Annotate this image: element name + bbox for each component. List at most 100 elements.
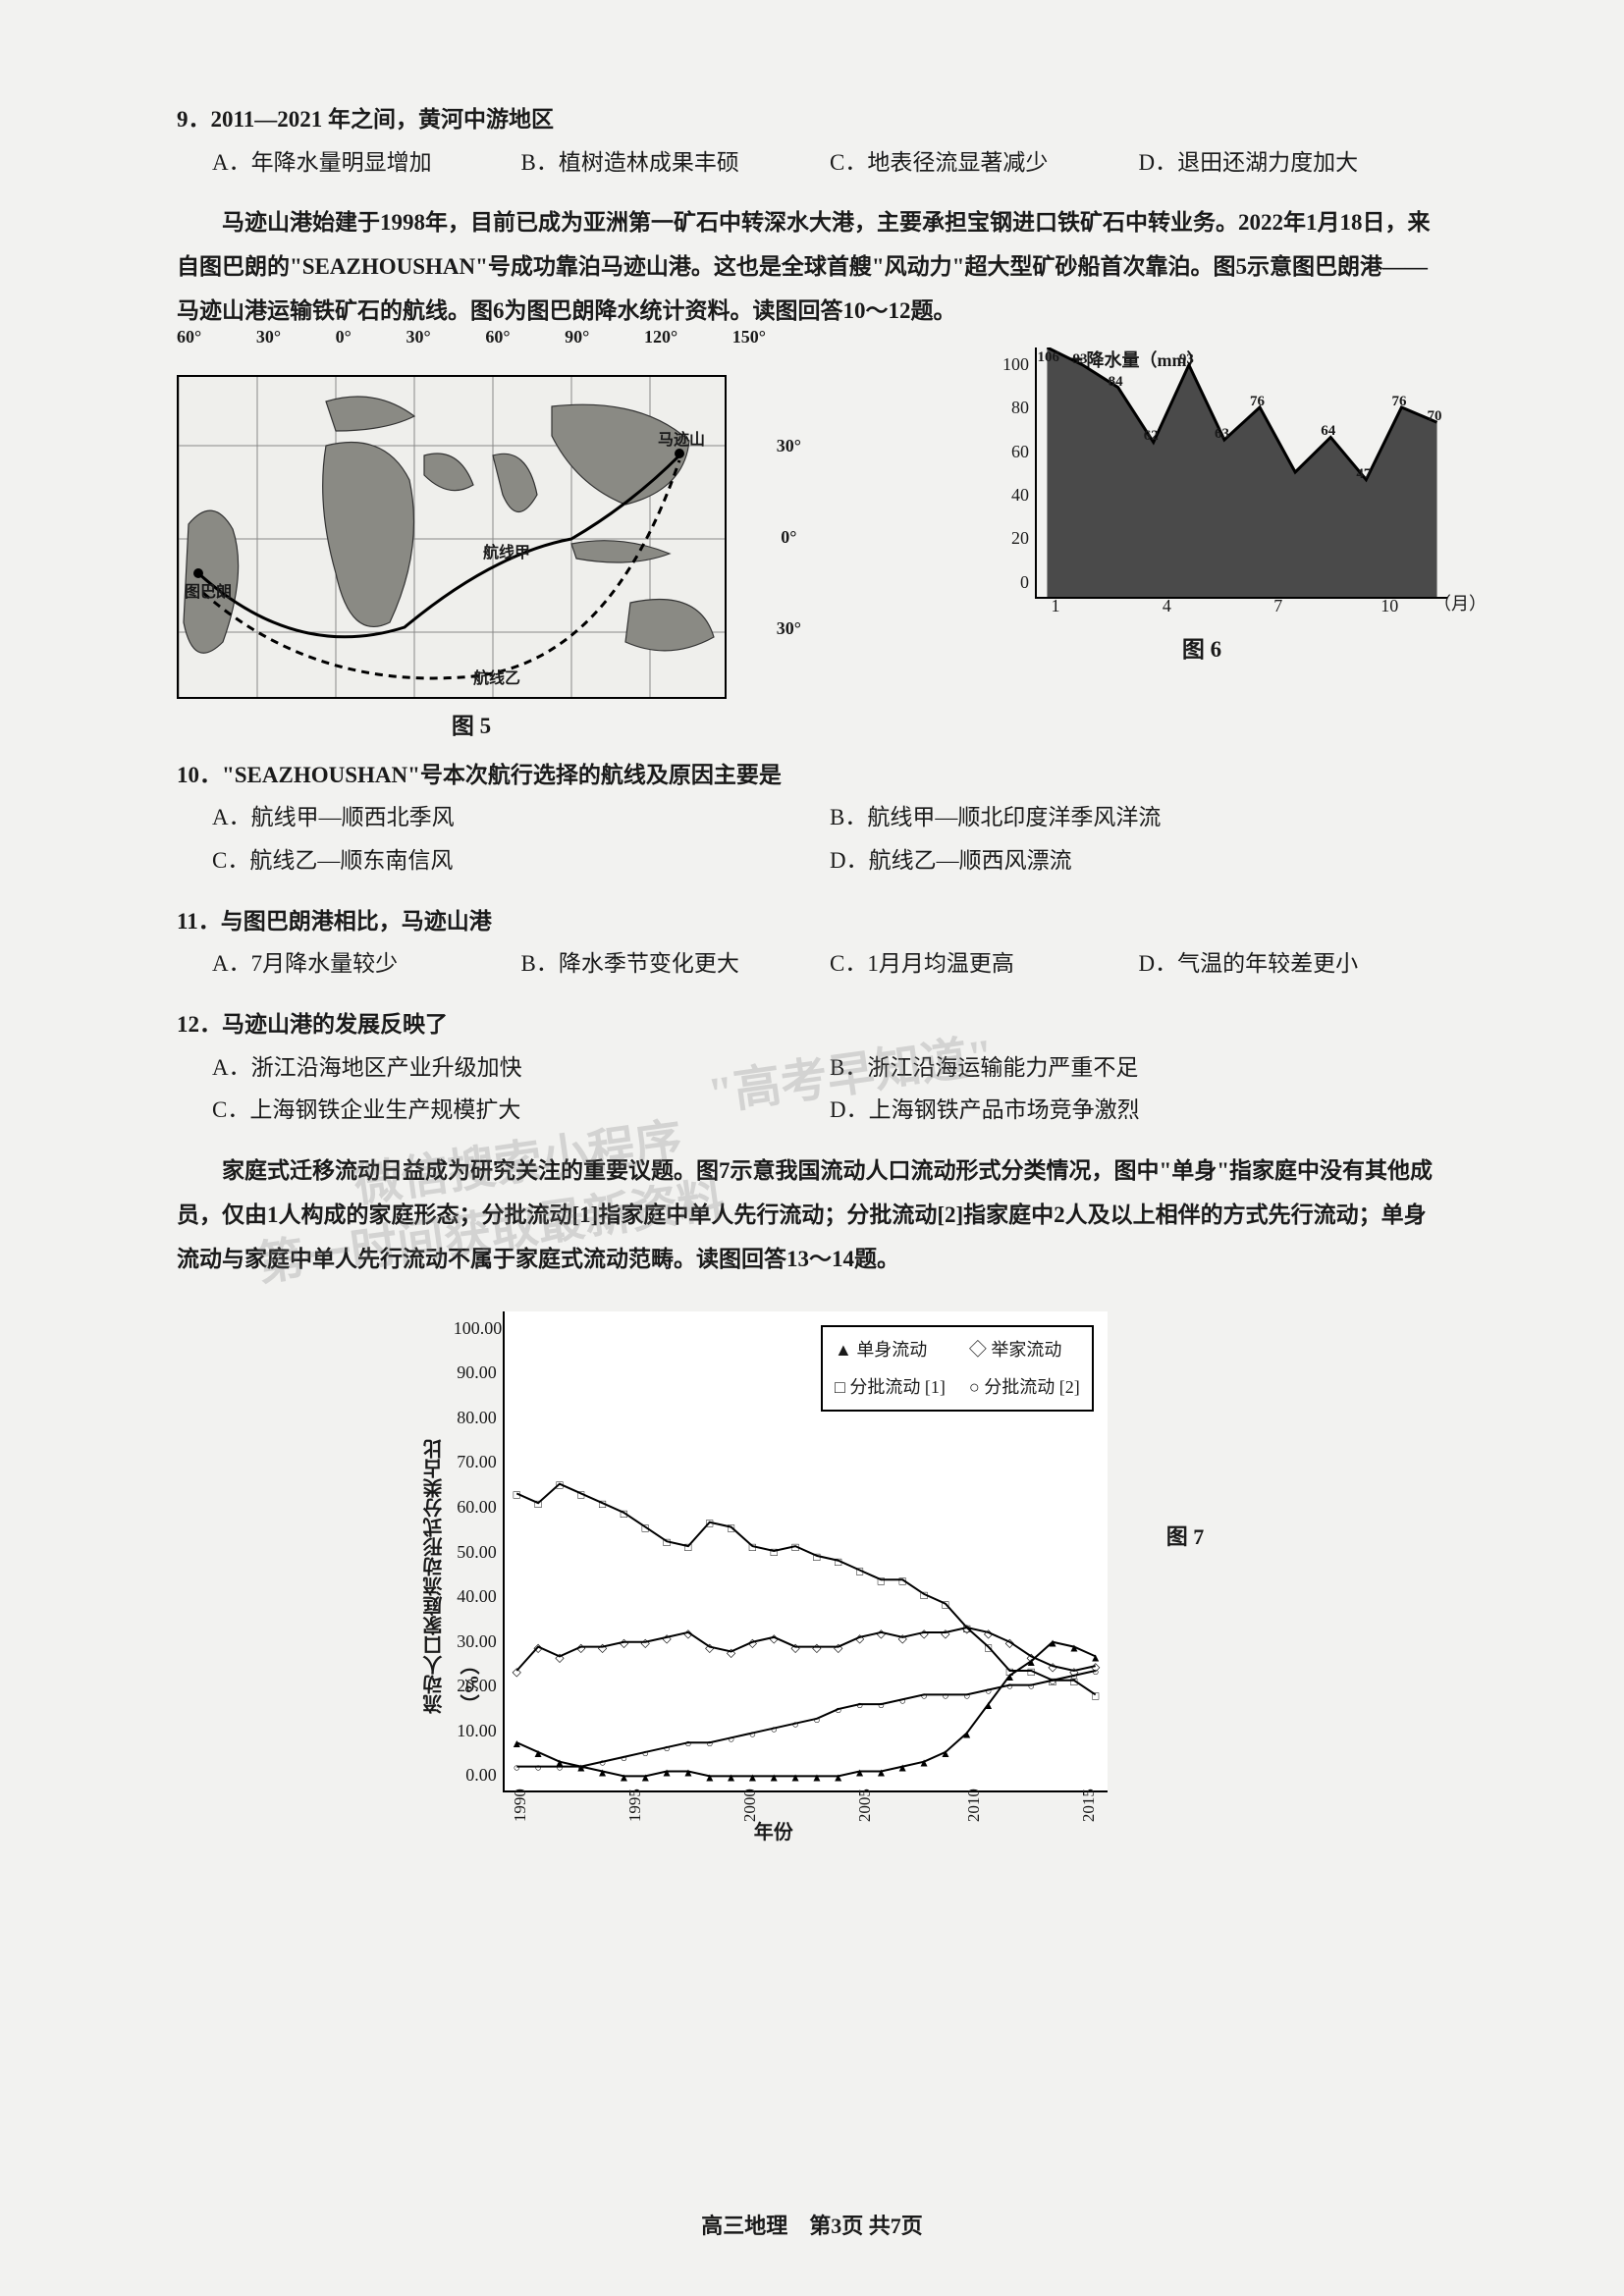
svg-text:○: ○ (663, 1741, 670, 1755)
svg-text:□: □ (856, 1564, 863, 1577)
svg-text:▲: ▲ (853, 1765, 865, 1779)
svg-text:▲: ▲ (661, 1765, 673, 1779)
svg-text:◇: ◇ (897, 1630, 907, 1644)
svg-text:○: ○ (1070, 1670, 1077, 1683)
question-9: 9．2011—2021 年之间，黄河中游地区 A．年降水量明显增加 B．植树造林… (177, 98, 1447, 184)
svg-text:◇: ◇ (855, 1630, 865, 1644)
svg-text:□: □ (534, 1497, 541, 1511)
svg-text:◇: ◇ (705, 1640, 715, 1654)
svg-text:◇: ◇ (620, 1635, 629, 1649)
svg-text:▲: ▲ (875, 1765, 887, 1779)
q10-opt-d: D．航线乙—顺西风漂流 (830, 839, 1447, 882)
svg-text:▲: ▲ (982, 1698, 994, 1712)
svg-text:◇: ◇ (748, 1635, 758, 1649)
fig5-route-jia-label: 航线甲 (483, 539, 530, 568)
svg-text:□: □ (835, 1554, 841, 1568)
q9-options: A．年降水量明显增加 B．植树造林成果丰硕 C．地表径流显著减少 D．退田还湖力… (177, 141, 1447, 185)
fig7-xlabel: 年份 (420, 1814, 1127, 1851)
svg-text:○: ○ (985, 1683, 992, 1697)
svg-text:□: □ (599, 1497, 606, 1511)
q11-opt-a: A．7月降水量较少 (212, 942, 521, 986)
fig5-route-yi-label: 航线乙 (473, 665, 520, 694)
fig6-xlabel: （月） (1434, 587, 1487, 620)
svg-text:◇: ◇ (683, 1627, 693, 1640)
q12-opt-c: C．上海钢铁企业生产规模扩大 (212, 1089, 830, 1132)
svg-text:○: ○ (878, 1698, 885, 1712)
q11-options: A．7月降水量较少 B．降水季节变化更大 C．1月月均温更高 D．气温的年较差更… (177, 942, 1447, 986)
svg-text:○: ○ (577, 1760, 584, 1774)
svg-text:▲: ▲ (682, 1765, 694, 1779)
figures-5-6-row: 60°30° 0°30° 60°90° 120°150° (177, 347, 1447, 748)
svg-text:◇: ◇ (533, 1640, 543, 1654)
context-q13-14: 家庭式迁移流动日益成为研究关注的重要议题。图7示意我国流动人口流动形式分类情况，… (177, 1149, 1447, 1282)
svg-text:▲: ▲ (618, 1770, 629, 1784)
svg-text:□: □ (985, 1640, 992, 1654)
svg-text:◇: ◇ (962, 1622, 972, 1635)
fig6-chart: ━ 降水量（mm） 020 4060 80100 106938462936376… (996, 347, 1447, 622)
svg-text:◇: ◇ (812, 1640, 822, 1654)
svg-text:◇: ◇ (769, 1630, 779, 1644)
svg-text:◇: ◇ (877, 1627, 887, 1640)
svg-text:▲: ▲ (639, 1770, 651, 1784)
fig5-tubalang-label: 图巴朗 (185, 578, 232, 608)
svg-text:◇: ◇ (1048, 1660, 1057, 1674)
fig7-yaxis: 0.0010.00 20.0030.00 40.0050.00 60.0070.… (454, 1311, 497, 1792)
figure-7-chart: 流动人口家庭流动形式分类占比（%） 0.0010.00 20.0030.00 4… (420, 1302, 1127, 1851)
q9-opt-c: C．地表径流显著减少 (830, 141, 1139, 185)
svg-text:◇: ◇ (834, 1640, 843, 1654)
svg-text:○: ○ (920, 1688, 927, 1702)
q10-stem: 10．"SEAZHOUSHAN"号本次航行选择的航线及原因主要是 (177, 754, 1447, 797)
svg-text:◇: ◇ (662, 1630, 672, 1644)
svg-text:○: ○ (770, 1722, 777, 1735)
svg-text:◇: ◇ (576, 1640, 586, 1654)
page-footer: 高三地理 第3页 共7页 (0, 2206, 1624, 2247)
q10-opt-b: B．航线甲—顺北印度洋季风洋流 (830, 796, 1447, 839)
svg-text:□: □ (791, 1540, 798, 1554)
svg-text:▲: ▲ (1090, 1650, 1102, 1664)
svg-text:□: □ (813, 1550, 820, 1564)
fig6-yaxis: 020 4060 80100 (996, 347, 1029, 599)
svg-text:○: ○ (684, 1736, 691, 1750)
question-10: 10．"SEAZHOUSHAN"号本次航行选择的航线及原因主要是 A．航线甲—顺… (177, 754, 1447, 882)
q9-opt-b: B．植树造林成果丰硕 (521, 141, 831, 185)
q11-opt-c: C．1月月均温更高 (830, 942, 1139, 986)
svg-text:▲: ▲ (896, 1760, 908, 1774)
svg-text:◇: ◇ (790, 1640, 800, 1654)
q12-opt-b: B．浙江沿海运输能力严重不足 (830, 1046, 1447, 1090)
svg-text:□: □ (920, 1588, 927, 1602)
svg-text:□: □ (749, 1540, 756, 1554)
svg-text:○: ○ (813, 1712, 820, 1726)
svg-text:◇: ◇ (598, 1640, 608, 1654)
svg-text:○: ○ (641, 1746, 648, 1760)
svg-text:○: ○ (1092, 1665, 1099, 1679)
svg-text:▲: ▲ (961, 1727, 973, 1740)
fig6-xaxis: 1 4 7 10 (1035, 601, 1447, 622)
figure-6: ━ 降水量（mm） 020 4060 80100 106938462936376… (956, 347, 1447, 671)
svg-text:○: ○ (856, 1698, 863, 1712)
svg-text:○: ○ (621, 1750, 627, 1764)
q9-opt-d: D．退田还湖力度加大 (1139, 141, 1448, 185)
q12-opt-d: D．上海钢铁产品市场竞争激烈 (830, 1089, 1447, 1132)
svg-text:○: ○ (556, 1760, 563, 1774)
svg-text:○: ○ (1027, 1679, 1034, 1692)
fig5-caption: 图 5 (177, 705, 766, 748)
svg-text:○: ○ (534, 1760, 541, 1774)
fig7-caption: 图 7 (1166, 1517, 1205, 1558)
svg-text:▲: ▲ (940, 1746, 951, 1760)
svg-text:▲: ▲ (811, 1770, 823, 1784)
svg-text:□: □ (728, 1521, 734, 1534)
svg-text:▲: ▲ (789, 1770, 801, 1784)
svg-text:◇: ◇ (941, 1627, 950, 1640)
fig5-lon-labels: 60°30° 0°30° 60°90° 120°150° (177, 320, 766, 353)
svg-text:▲: ▲ (511, 1736, 522, 1750)
q9-opt-a: A．年降水量明显增加 (212, 141, 521, 185)
svg-text:◇: ◇ (919, 1627, 929, 1640)
svg-text:□: □ (556, 1477, 563, 1491)
q10-opt-a: A．航线甲—顺西北季风 (212, 796, 830, 839)
svg-text:▲: ▲ (833, 1770, 844, 1784)
svg-text:◇: ◇ (1005, 1635, 1015, 1649)
q12-stem: 12．马迹山港的发展反映了 (177, 1003, 1447, 1046)
question-11: 11．与图巴朗港相比，马迹山港 A．7月降水量较少 B．降水季节变化更大 C．1… (177, 900, 1447, 986)
q9-stem: 9．2011—2021 年之间，黄河中游地区 (177, 98, 1447, 141)
svg-text:▲: ▲ (1025, 1655, 1037, 1669)
